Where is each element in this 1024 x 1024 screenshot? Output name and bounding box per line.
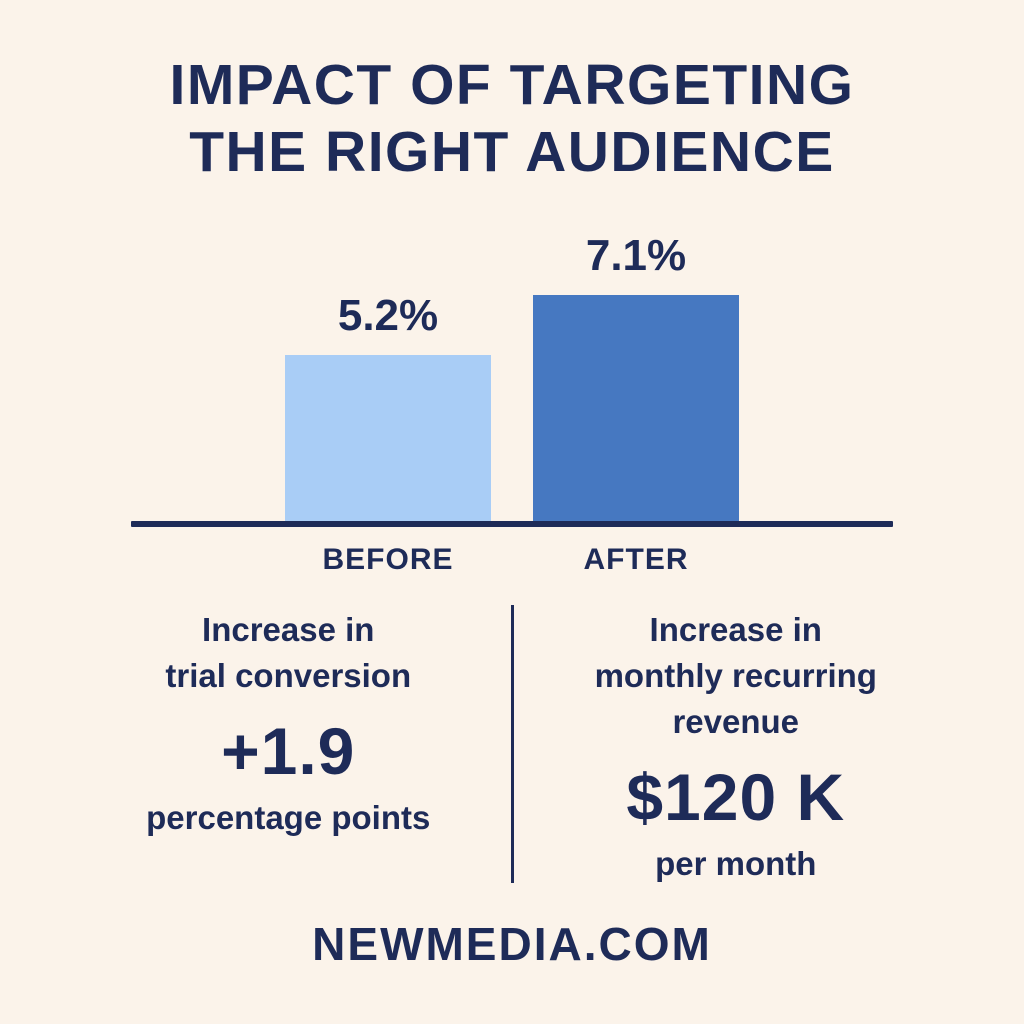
- stats-divider: [510, 604, 514, 884]
- bar-group-after: 7.1%: [533, 231, 739, 521]
- stat-right-line-2: monthly recurring: [594, 656, 877, 694]
- page-title: IMPACT OF TARGETING THE RIGHT AUDIENCE: [169, 52, 854, 187]
- brand-footer: NEWMEDIA.COM: [312, 918, 712, 971]
- title-line-1: IMPACT OF TARGETING: [169, 53, 855, 117]
- stat-right-line-1: Increase in: [649, 610, 822, 648]
- bar-before: [285, 354, 491, 521]
- stat-trial-conversion: Increase in trial conversion +1.9 percen…: [72, 599, 505, 884]
- bar-plot-area: 5.2% 7.1%: [285, 229, 739, 521]
- chart-baseline: [131, 520, 893, 527]
- bar-value-label-after: 7.1%: [585, 230, 687, 280]
- stat-left-value: +1.9: [221, 713, 356, 788]
- stat-right-value: $120 K: [626, 760, 846, 835]
- stat-right-line-3: revenue: [672, 702, 800, 740]
- category-axis: BEFORE AFTER: [285, 543, 739, 577]
- category-label-after: AFTER: [583, 542, 689, 576]
- stat-right-unit: per month: [655, 845, 817, 883]
- bar-chart: 5.2% 7.1% BEFORE AFTER: [0, 229, 1024, 577]
- stat-left-line-2: trial conversion: [165, 656, 412, 694]
- stats-section: Increase in trial conversion +1.9 percen…: [72, 599, 952, 884]
- title-line-2: THE RIGHT AUDIENCE: [189, 120, 835, 185]
- bar-value-label-before: 5.2%: [337, 290, 439, 340]
- bar-group-before: 5.2%: [285, 291, 491, 521]
- stat-left-unit: percentage points: [146, 798, 431, 836]
- bar-after: [533, 294, 739, 521]
- stat-monthly-revenue: Increase in monthly recurring revenue $1…: [520, 599, 953, 884]
- stat-left-line-1: Increase in: [202, 610, 375, 648]
- category-label-before: BEFORE: [322, 542, 454, 576]
